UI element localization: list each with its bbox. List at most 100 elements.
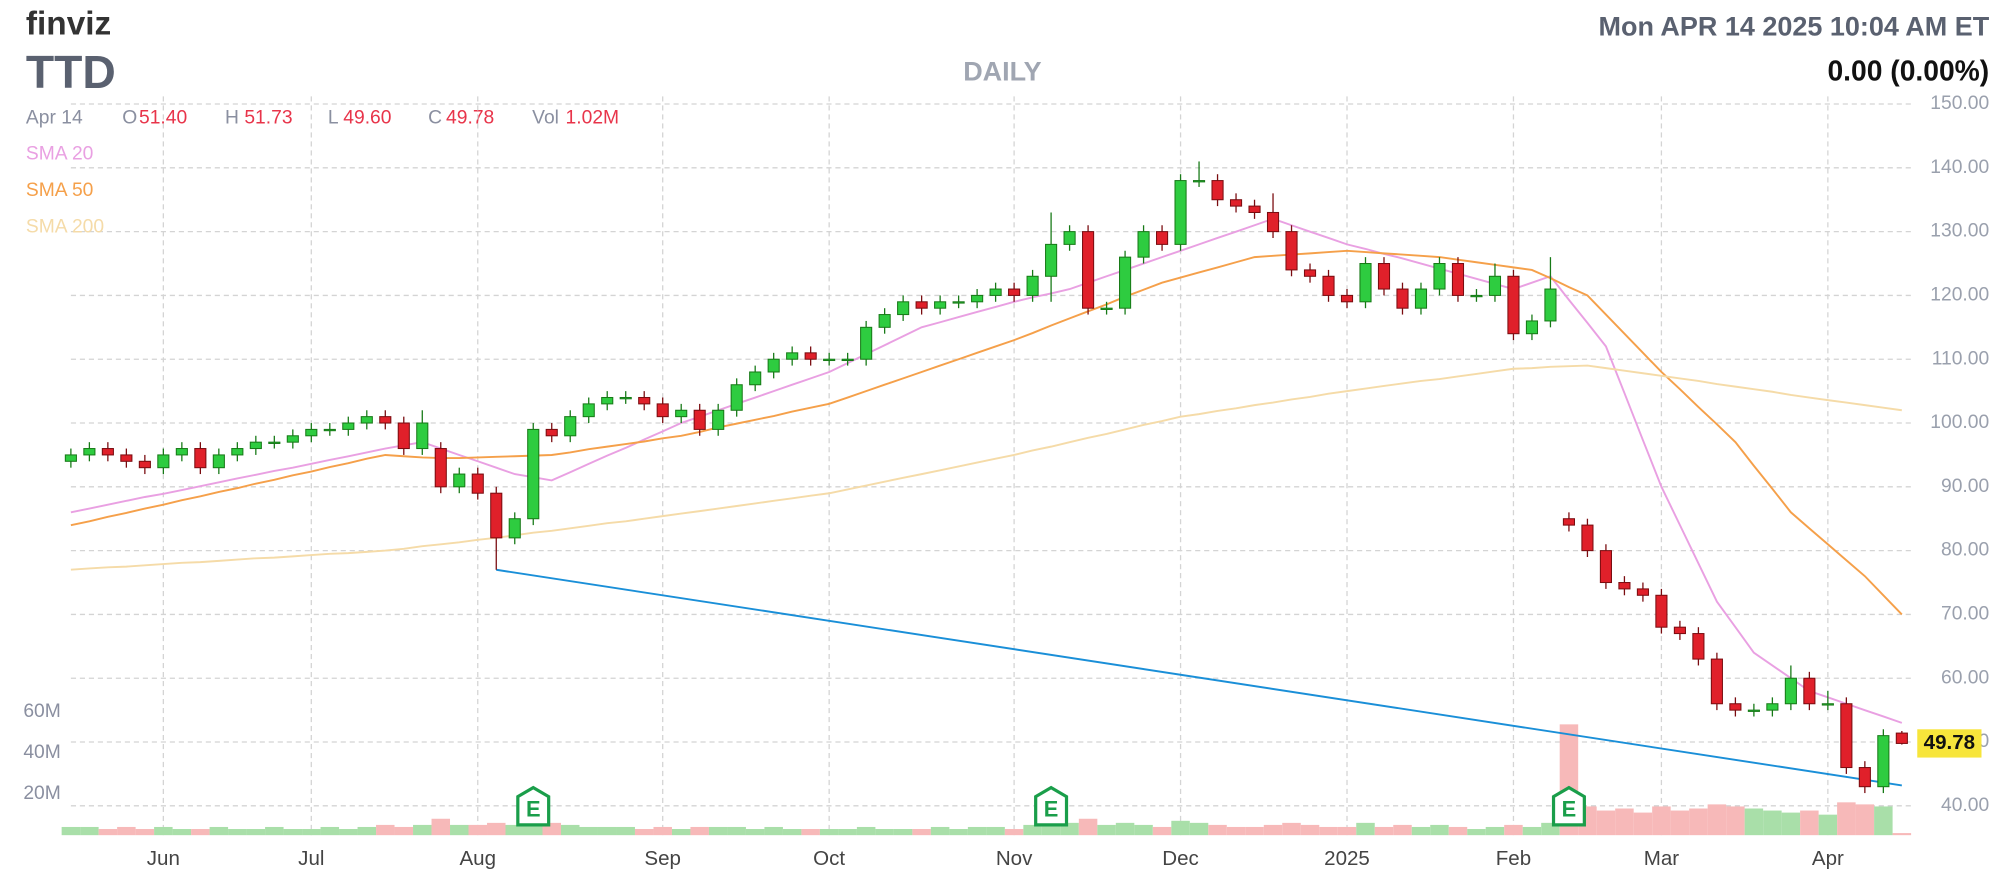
candle-body bbox=[305, 428, 318, 437]
earnings-badge bbox=[1034, 785, 1069, 827]
earnings-label: E bbox=[1044, 797, 1059, 822]
candle-body bbox=[693, 409, 706, 430]
candle-body bbox=[1544, 288, 1557, 322]
volume-bar bbox=[949, 829, 968, 836]
candle-body bbox=[1877, 735, 1890, 788]
earnings-badge bbox=[1551, 785, 1586, 827]
candle-body bbox=[360, 416, 373, 424]
y-tick-label: 90.00 bbox=[1941, 476, 1989, 497]
volume-bar bbox=[708, 826, 728, 836]
volume-bar bbox=[967, 826, 987, 836]
candle-body bbox=[1599, 550, 1612, 584]
volume-bar bbox=[1189, 822, 1209, 836]
x-tick-label: Dec bbox=[1162, 847, 1199, 870]
x-tick-label: Feb bbox=[1496, 847, 1531, 870]
volume-bar bbox=[357, 826, 377, 836]
volume-bar bbox=[265, 826, 284, 836]
volume-bar bbox=[1023, 824, 1042, 836]
candle-body bbox=[101, 448, 114, 456]
volume-bar bbox=[1097, 824, 1116, 836]
candle-body bbox=[730, 384, 743, 411]
candle-body bbox=[83, 448, 96, 456]
volume-bar bbox=[468, 824, 488, 836]
volume-bar bbox=[209, 826, 229, 836]
candle-body bbox=[1766, 703, 1779, 711]
volume-bar bbox=[1855, 804, 1875, 836]
candle-body bbox=[1229, 199, 1243, 207]
ticker: TTD bbox=[26, 46, 116, 98]
candle-body bbox=[1303, 269, 1317, 277]
volume-bar bbox=[653, 826, 672, 836]
candle-body bbox=[1636, 588, 1649, 596]
volume-bar bbox=[1485, 826, 1505, 836]
x-tick-label: Jun bbox=[147, 847, 180, 870]
earnings-label: E bbox=[526, 797, 541, 822]
candle-body bbox=[397, 422, 410, 450]
candle-body bbox=[453, 473, 466, 488]
candle-body bbox=[1470, 294, 1483, 298]
y-tick-label: 130.00 bbox=[1930, 221, 1989, 242]
timestamp: Mon APR 14 2025 10:04 AM ET bbox=[1599, 11, 1990, 41]
candle-body bbox=[989, 288, 1002, 296]
candle-body bbox=[564, 416, 577, 437]
candle-body bbox=[1840, 703, 1853, 769]
candle-body bbox=[1174, 180, 1187, 245]
x-tick-label: Jul bbox=[298, 847, 324, 870]
candle-body bbox=[1285, 231, 1298, 271]
candle-body bbox=[434, 448, 447, 488]
volume-bar bbox=[856, 826, 876, 836]
x-tick-label: Oct bbox=[813, 847, 845, 870]
volume-bar bbox=[1115, 822, 1135, 836]
volume-bar bbox=[339, 829, 358, 836]
candle-body bbox=[1747, 709, 1760, 712]
x-tick-label: Nov bbox=[996, 847, 1033, 870]
volume-bar bbox=[135, 829, 155, 836]
volume-bar bbox=[1707, 804, 1727, 836]
volume-bar bbox=[1134, 824, 1153, 836]
candle-body bbox=[582, 403, 595, 418]
sma-line bbox=[70, 249, 1903, 616]
timeframe: DAILY bbox=[963, 56, 1041, 86]
candle-body bbox=[1063, 231, 1076, 245]
volume-bar bbox=[1430, 824, 1449, 836]
sma-line bbox=[70, 217, 1903, 724]
volume-bar bbox=[1615, 808, 1634, 836]
volume-bar bbox=[634, 829, 654, 836]
volume-bar bbox=[1874, 806, 1893, 836]
legend-label: SMA 50 bbox=[26, 180, 93, 201]
candle-body bbox=[527, 428, 540, 520]
candle-body bbox=[471, 473, 484, 494]
volume-bar bbox=[1004, 829, 1024, 836]
volume-bar bbox=[1226, 826, 1246, 836]
candle-body bbox=[1710, 658, 1723, 705]
volume-bar bbox=[172, 829, 192, 836]
candle-body bbox=[157, 454, 170, 469]
ohlc-label: C bbox=[428, 107, 442, 128]
candle-body bbox=[231, 448, 244, 456]
volume-bar bbox=[745, 829, 765, 836]
y-tick-label: 110.00 bbox=[1932, 348, 1989, 369]
ohlc-value: 1.02M bbox=[566, 107, 620, 128]
candle-body bbox=[1322, 275, 1335, 296]
y-tick-label: 120.00 bbox=[1930, 285, 1989, 306]
volume-bar bbox=[579, 826, 598, 836]
volume-bar bbox=[1245, 826, 1264, 836]
volume-bar bbox=[505, 824, 524, 836]
volume-bar bbox=[1467, 829, 1486, 836]
candle-body bbox=[1377, 263, 1391, 290]
volume-bar bbox=[560, 824, 580, 836]
candle-body bbox=[1581, 524, 1594, 552]
volume-bar bbox=[1300, 824, 1320, 836]
volume-bar bbox=[764, 826, 783, 836]
x-tick-label: Apr bbox=[1812, 847, 1844, 870]
volume-bar bbox=[875, 829, 894, 836]
volume-bar bbox=[782, 829, 802, 836]
candle-body bbox=[1248, 205, 1261, 213]
volume-bar bbox=[1652, 806, 1671, 836]
sma-line bbox=[70, 364, 1902, 571]
candle-body bbox=[1451, 263, 1465, 296]
volume-bar bbox=[1670, 810, 1690, 836]
candle-body bbox=[1192, 180, 1206, 183]
ohlc-label: H bbox=[225, 107, 239, 128]
candle-body bbox=[545, 428, 558, 437]
